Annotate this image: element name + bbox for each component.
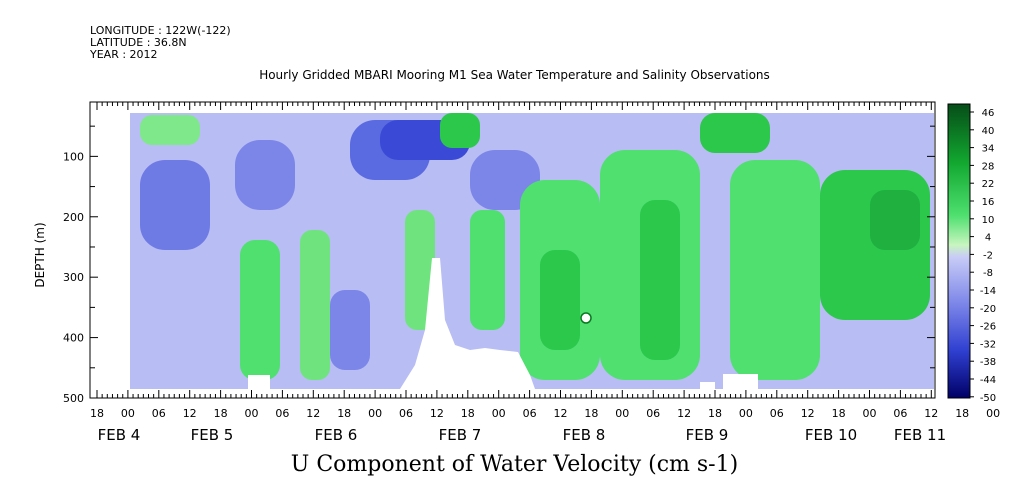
y-tick-label: 200 [63, 211, 84, 224]
heatmap-region [640, 200, 680, 360]
year-label: YEAR : 2012 [90, 48, 158, 61]
heatmap-region [700, 113, 770, 153]
x-tick-label: 00 [986, 407, 1000, 420]
x-tick-label: 06 [275, 407, 289, 420]
y-axis-title: DEPTH (m) [33, 222, 47, 287]
colorbar-label: -38 [980, 357, 996, 368]
x-tick-label: 00 [245, 407, 259, 420]
colorbar-label: -26 [980, 322, 996, 333]
longitude-label: LONGITUDE : 122W(-122) [90, 24, 231, 37]
x-tick-label: 06 [646, 407, 660, 420]
x-tick-label: 00 [368, 407, 382, 420]
y-axis: 100 200 300 400 500 [63, 125, 935, 405]
x-tick-label: 12 [183, 407, 197, 420]
x-tick-label: 18 [955, 407, 969, 420]
heatmap-region [870, 190, 920, 250]
colorbar-label: 40 [982, 126, 995, 137]
heatmap-region [330, 290, 370, 370]
x-tick-label: 18 [90, 407, 104, 420]
x-tick-label: 00 [739, 407, 753, 420]
heatmap-region [730, 160, 820, 380]
colorbar-label: 28 [982, 161, 995, 172]
x-tick-label: 00 [121, 407, 135, 420]
x-tick-label: 06 [770, 407, 784, 420]
colorbar-label: 10 [982, 215, 995, 226]
colorbar-label: -20 [980, 304, 996, 315]
x-tick-label: 18 [214, 407, 228, 420]
colorbar-label: 22 [982, 179, 995, 190]
chart-title: Hourly Gridded MBARI Mooring M1 Sea Wate… [259, 68, 770, 82]
colorbar-labels: 46 40 34 28 22 16 10 4 -2 -8 -14 -20 -26 -32 -38 -44 -50 [970, 108, 996, 404]
no-data-region [580, 312, 592, 324]
heatmap-region [440, 113, 480, 148]
x-tick-label: 00 [492, 407, 506, 420]
heatmap-field [130, 113, 934, 389]
colorbar-label: -14 [980, 286, 996, 297]
latitude-label: LATITUDE : 36.8N [90, 36, 187, 49]
colorbar-label: -44 [980, 375, 996, 386]
x-day-label: FEB 6 [315, 426, 358, 444]
x-day-label: FEB 4 [98, 426, 141, 444]
x-tick-label: 06 [152, 407, 166, 420]
plot-frame [89, 101, 936, 399]
x-tick-label: 18 [461, 407, 475, 420]
colorbar-label: 46 [982, 108, 995, 119]
x-tick-label: 00 [863, 407, 877, 420]
heatmap-region [405, 210, 435, 330]
colorbar-label: 4 [985, 233, 991, 244]
heatmap-region [235, 140, 295, 210]
y-tick-label: 300 [63, 271, 84, 284]
colorbar-label: 34 [982, 144, 995, 155]
y-tick-label: 500 [63, 392, 84, 405]
x-day-label: FEB 5 [191, 426, 234, 444]
x-axis: 18 00 06 12 18 00 06 12 18 00 06 12 18 00 06 12 18 00 06 12… [90, 102, 1000, 444]
no-data-region [700, 382, 715, 389]
colorbar-label: -50 [980, 393, 996, 404]
x-day-label: FEB 9 [686, 426, 729, 444]
colorbar-label: 16 [982, 197, 995, 208]
colorbar-label: -32 [980, 339, 996, 350]
x-tick-label: 12 [430, 407, 444, 420]
x-axis-title: U Component of Water Velocity (cm s-1) [290, 452, 739, 477]
no-data-region [723, 374, 758, 389]
x-tick-label: 18 [708, 407, 722, 420]
y-tick-label: 400 [63, 332, 84, 345]
heatmap-region [140, 115, 200, 145]
colorbar [947, 103, 971, 399]
x-tick-label: 12 [924, 407, 938, 420]
x-tick-label: 18 [337, 407, 351, 420]
x-day-label: FEB 11 [894, 426, 946, 444]
heatmap-region [140, 160, 210, 250]
x-tick-label: 18 [584, 407, 598, 420]
y-tick-label: 100 [63, 150, 84, 163]
x-day-label: FEB 10 [805, 426, 857, 444]
x-tick-label: 06 [399, 407, 413, 420]
heatmap-region [470, 210, 505, 330]
x-tick-label: 12 [801, 407, 815, 420]
colorbar-label: -8 [983, 268, 993, 279]
no-data-region [248, 375, 270, 389]
x-tick-label: 12 [554, 407, 568, 420]
x-tick-label: 06 [523, 407, 537, 420]
heatmap-region [540, 250, 580, 350]
x-day-label: FEB 8 [563, 426, 606, 444]
x-tick-label: 00 [615, 407, 629, 420]
no-data-region [400, 258, 535, 389]
heatmap-region [300, 230, 330, 380]
x-tick-label: 12 [677, 407, 691, 420]
colorbar-label: -2 [983, 250, 993, 261]
heatmap-region [240, 240, 280, 380]
x-tick-label: 18 [832, 407, 846, 420]
x-tick-label: 06 [893, 407, 907, 420]
x-day-label: FEB 7 [439, 426, 482, 444]
x-tick-label: 12 [306, 407, 320, 420]
